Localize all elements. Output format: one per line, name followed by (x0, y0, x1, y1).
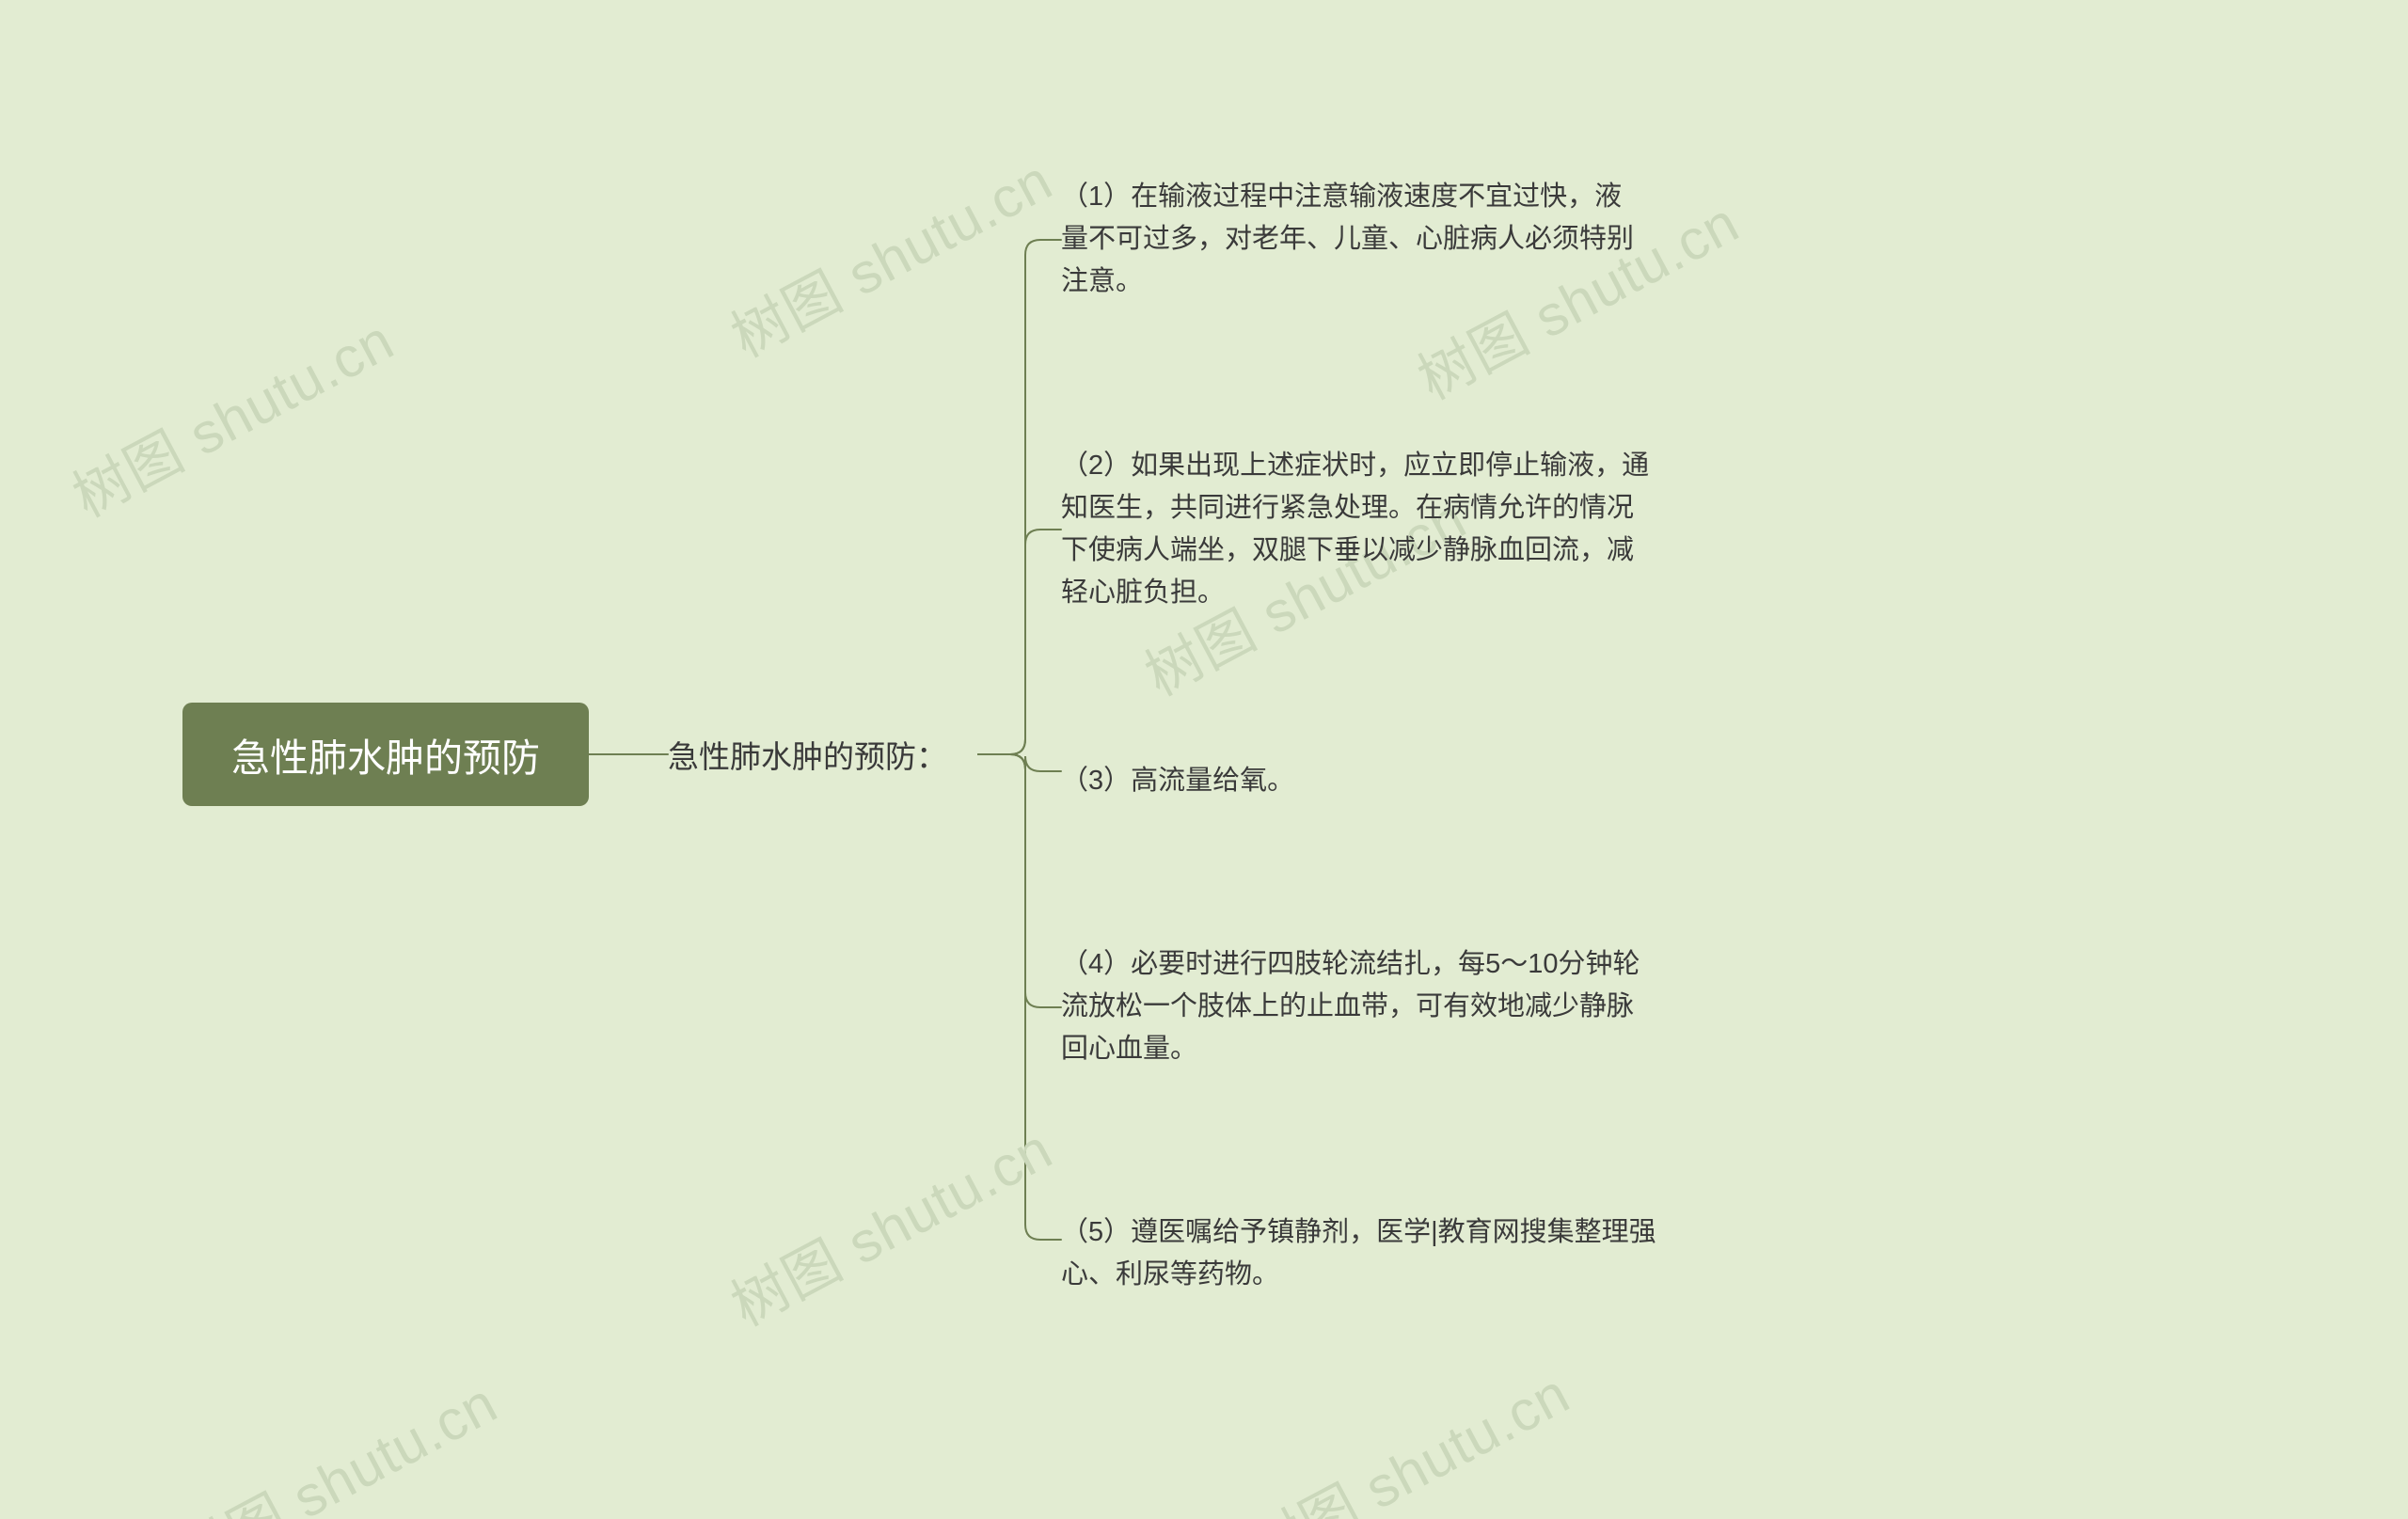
watermark: 树图 shutu.cn (160, 1358, 510, 1519)
leaf-node[interactable]: （5）遵医嘱给予镇静剂，医学|教育网搜集整理强心、利尿等药物。 (1061, 1211, 1658, 1296)
mindmap-canvas: 树图 shutu.cn 树图 shutu.cn 树图 shutu.cn 树图 shut… (0, 0, 2408, 1519)
leaf-text: （1）在输液过程中注意输液速度不宜过快，液量不可过多，对老年、儿童、心脏病人必须… (1061, 182, 1634, 296)
leaf-node[interactable]: （2）如果出现上述症状时，应立即停止输液，通知医生，共同进行紧急处理。在病情允许… (1061, 445, 1658, 614)
root-label: 急性肺水肿的预防 (231, 726, 540, 783)
leaf-node[interactable]: （1）在输液过程中注意输液速度不宜过快，液量不可过多，对老年、儿童、心脏病人必须… (1061, 176, 1640, 303)
root-node[interactable]: 急性肺水肿的预防 (182, 703, 589, 806)
leaf-node[interactable]: （3）高流量给氧。 (1061, 760, 1658, 802)
watermark: 树图 shutu.cn (56, 295, 406, 533)
leaf-text: （4）必要时进行四肢轮流结扎，每5～10分钟轮流放松一个肢体上的止血带，可有效地… (1061, 949, 1640, 1064)
leaf-text: （2）如果出现上述症状时，应立即停止输液，通知医生，共同进行紧急处理。在病情允许… (1061, 451, 1649, 608)
level1-label: 急性肺水肿的预防： (668, 732, 947, 777)
leaf-text: （3）高流量给氧。 (1061, 766, 1294, 796)
watermark: 树图 shutu.cn (715, 1104, 1065, 1342)
watermark: 树图 shutu.cn (715, 135, 1065, 373)
leaf-text: （5）遵医嘱给予镇静剂，医学|教育网搜集整理强心、利尿等药物。 (1061, 1217, 1656, 1290)
level1-node[interactable]: 急性肺水肿的预防： (668, 734, 978, 775)
leaf-node[interactable]: （4）必要时进行四肢轮流结扎，每5～10分钟轮流放松一个肢体上的止血带，可有效地… (1061, 943, 1644, 1070)
watermark: 树图 shutu.cn (1232, 1349, 1582, 1519)
